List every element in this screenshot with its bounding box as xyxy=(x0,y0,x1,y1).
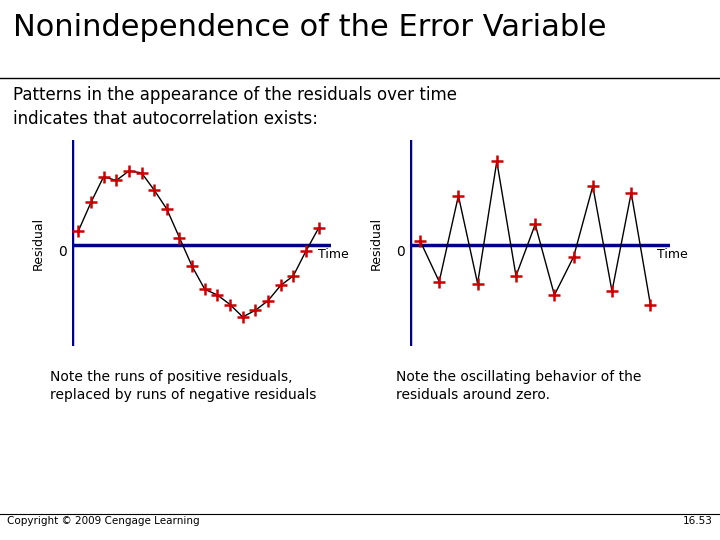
Text: 0: 0 xyxy=(397,245,405,259)
Text: Note the oscillating behavior of the
residuals around zero.: Note the oscillating behavior of the res… xyxy=(396,370,642,402)
Text: Copyright © 2009 Cengage Learning: Copyright © 2009 Cengage Learning xyxy=(7,516,200,526)
Text: Time: Time xyxy=(318,248,349,261)
Text: Patterns in the appearance of the residuals over time
indicates that autocorrela: Patterns in the appearance of the residu… xyxy=(13,86,457,128)
Text: Nonindependence of the Error Variable: Nonindependence of the Error Variable xyxy=(13,14,606,43)
Text: Residual: Residual xyxy=(32,217,45,269)
Text: 0: 0 xyxy=(58,245,67,259)
Text: Residual: Residual xyxy=(370,217,383,269)
Text: Time: Time xyxy=(657,248,688,261)
Text: 16.53: 16.53 xyxy=(683,516,713,526)
Text: Note the runs of positive residuals,
replaced by runs of negative residuals: Note the runs of positive residuals, rep… xyxy=(50,370,317,402)
